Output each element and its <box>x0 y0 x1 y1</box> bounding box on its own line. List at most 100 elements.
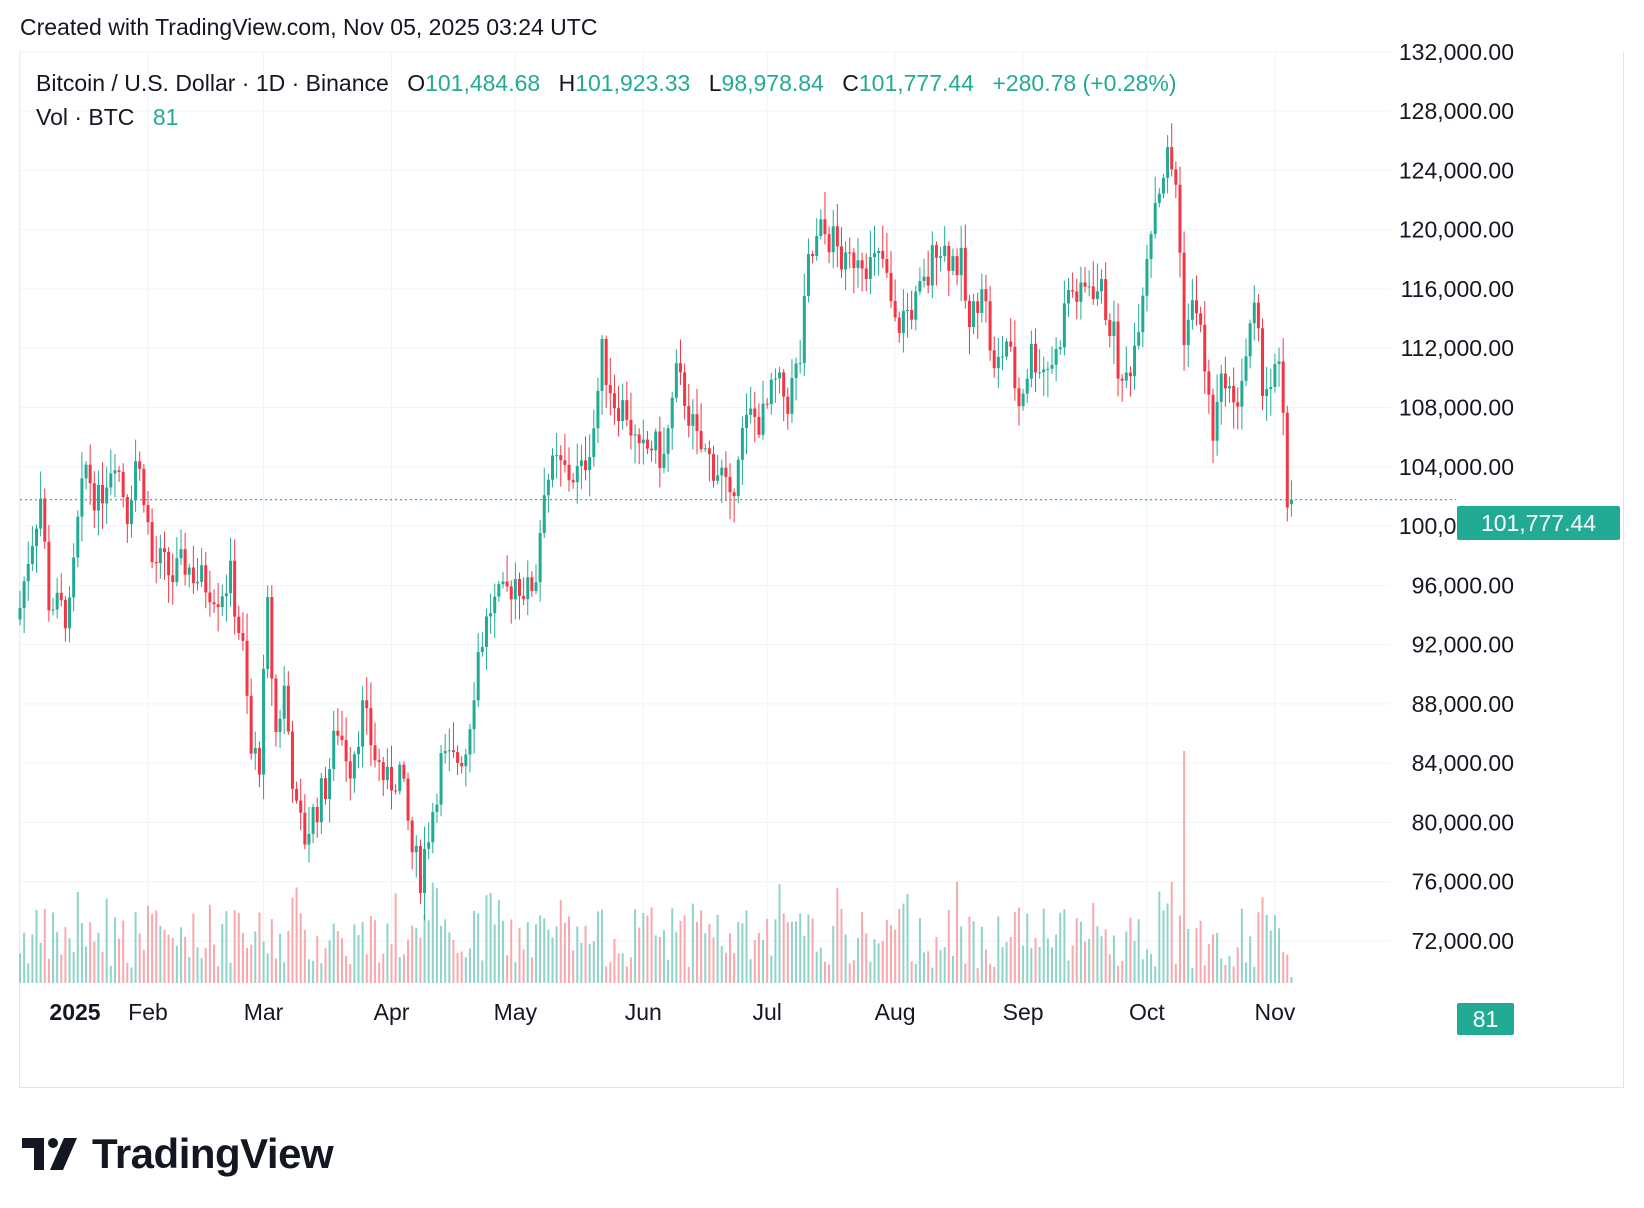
volume-bar <box>332 923 335 983</box>
candle-body <box>183 549 187 575</box>
volume-bar <box>914 964 917 983</box>
x-tick-label: Apr <box>374 999 410 1025</box>
candle-body <box>142 468 146 506</box>
candle-body <box>1112 321 1116 337</box>
candle-body <box>303 812 307 845</box>
volume-bar <box>1088 938 1091 983</box>
candle-body <box>823 219 827 235</box>
x-tick-label: Oct <box>1129 999 1165 1025</box>
candle-body <box>955 256 959 276</box>
volume-bar <box>1236 947 1239 983</box>
candle-body <box>352 754 356 779</box>
candle-body <box>559 455 563 461</box>
candle-body <box>534 582 538 592</box>
volume-bar <box>786 922 789 983</box>
volume-bar <box>1112 935 1115 983</box>
candle-body <box>1013 346 1017 389</box>
volume-bar <box>1096 926 1099 983</box>
candle-body <box>443 751 447 754</box>
candle-body <box>1182 252 1186 346</box>
candle-body <box>972 301 976 328</box>
x-tick-label: Jun <box>625 999 662 1025</box>
candle-body <box>1219 373 1223 402</box>
candle-body <box>290 731 294 789</box>
candle-body <box>765 403 769 405</box>
candle-body <box>988 301 992 351</box>
candle-body <box>1289 499 1293 505</box>
candle-body <box>505 581 509 587</box>
candle-body <box>212 602 216 605</box>
header-attribution: Created with TradingView.com, Nov 05, 20… <box>20 14 598 40</box>
y-tick-label: 120,000.00 <box>1399 217 1514 243</box>
candle-body <box>476 651 480 701</box>
candle-body <box>728 476 732 493</box>
volume-bar <box>225 911 228 983</box>
volume-bar <box>386 923 389 983</box>
volume-bar <box>625 966 628 983</box>
volume-bar <box>530 957 533 983</box>
volume-bar <box>159 925 162 983</box>
volume-bar <box>1290 977 1293 983</box>
candle-body <box>92 483 96 511</box>
candle-body <box>1153 202 1157 235</box>
candle-body <box>1009 341 1013 347</box>
candle-body <box>901 311 905 334</box>
candle-body <box>918 280 922 292</box>
candle-body <box>662 453 666 468</box>
volume-bar <box>464 957 467 983</box>
volume-bar <box>658 936 661 983</box>
volume-bar <box>105 898 108 983</box>
volume-bar <box>563 922 566 983</box>
volume-bar <box>1269 930 1272 983</box>
volume-bar <box>336 931 339 983</box>
candle-body <box>592 428 596 458</box>
volume-bar <box>52 912 55 983</box>
candle-body <box>724 467 728 477</box>
candle-body <box>831 226 835 253</box>
volume-bar <box>865 933 868 983</box>
candle-body <box>1120 378 1124 381</box>
candlestick-chart[interactable]: 72,000.00 76,000.00 80,000.00 84,000.00 88,0… <box>0 0 1644 1100</box>
volume-bar <box>568 916 571 983</box>
volume-bar <box>1261 897 1264 983</box>
volume-bar <box>167 934 170 983</box>
candle-body <box>650 448 654 451</box>
candle-body <box>381 762 385 781</box>
volume-bar <box>749 959 752 983</box>
candle-body <box>1033 343 1037 373</box>
volume-bar <box>733 953 736 983</box>
volume-bar <box>353 924 356 983</box>
volume-bar <box>192 913 195 983</box>
volume-bar <box>1051 947 1053 983</box>
volume-bar <box>757 933 760 983</box>
candle-body <box>96 484 100 511</box>
volume-bar <box>43 908 46 983</box>
candle-body <box>1038 372 1042 374</box>
tradingview-logo[interactable]: TradingView <box>22 1130 334 1178</box>
candle-body <box>621 400 625 422</box>
volume-bar <box>972 921 975 983</box>
candle-body <box>175 558 179 583</box>
candle-body <box>402 764 406 779</box>
candle-body <box>835 226 839 247</box>
candle-body <box>311 807 315 834</box>
volume-bar <box>770 955 773 983</box>
candle-body <box>513 579 517 600</box>
volume-bar <box>134 912 137 983</box>
volume-bar <box>452 939 455 983</box>
candle-body <box>72 557 76 598</box>
volume-bar <box>357 935 360 983</box>
candle-body <box>497 584 501 597</box>
volume-bar <box>407 939 410 983</box>
candle-body <box>1228 386 1232 389</box>
candle-body <box>1128 372 1132 377</box>
candle-body <box>1190 300 1194 320</box>
volume-bar <box>729 933 732 983</box>
candle-body <box>790 378 794 414</box>
candle-body <box>1170 147 1174 170</box>
candle-body <box>431 811 435 843</box>
volume-bar <box>1245 962 1248 983</box>
candle-body <box>1067 290 1071 304</box>
volume-bar <box>1013 911 1016 983</box>
volume-bar <box>1092 902 1095 983</box>
